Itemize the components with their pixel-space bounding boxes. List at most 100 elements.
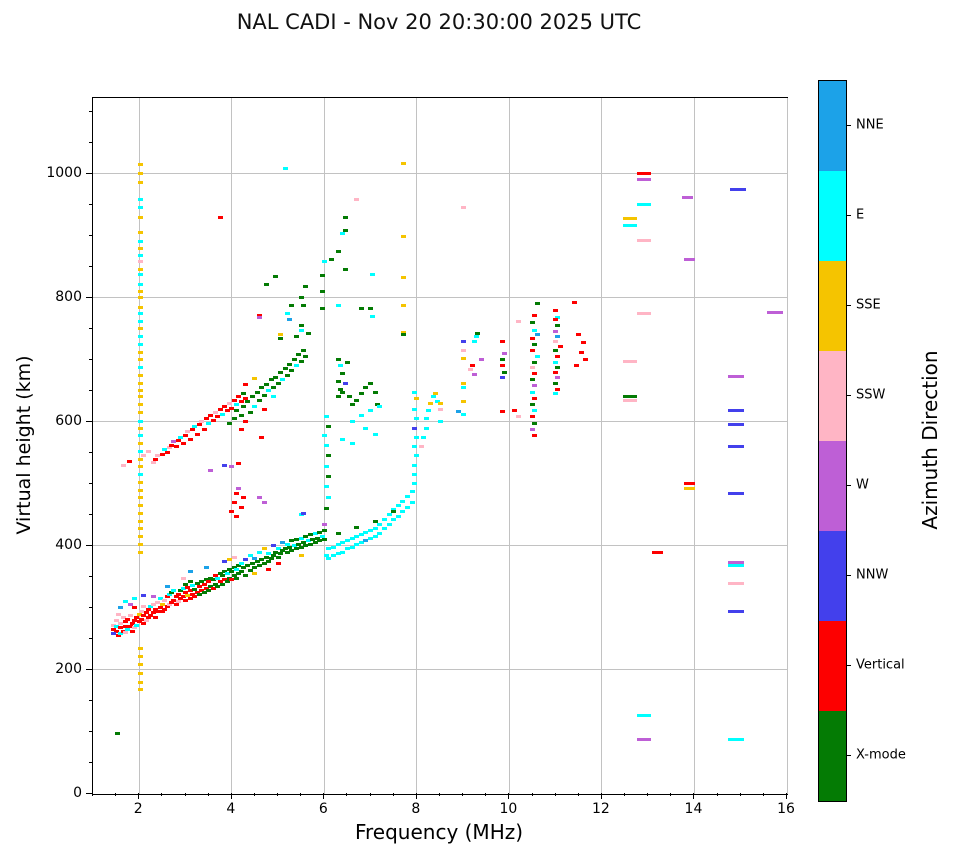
data-point: [291, 358, 297, 362]
data-point: [189, 427, 195, 431]
data-point: [238, 414, 244, 418]
data-point: [113, 629, 119, 633]
data-point: [178, 435, 184, 439]
x-major-tick: [693, 793, 695, 799]
data-point: [409, 489, 415, 493]
data-point: [296, 353, 302, 357]
x-minor-tick: [462, 793, 464, 796]
data-point: [684, 486, 696, 490]
data-point: [134, 623, 140, 627]
data-point: [138, 543, 144, 547]
data-point: [203, 417, 209, 421]
data-point: [194, 590, 200, 594]
data-point: [287, 363, 293, 367]
data-point: [176, 600, 182, 604]
data-point: [553, 339, 559, 343]
data-point: [372, 527, 378, 530]
data-point: [354, 543, 360, 547]
data-point: [187, 437, 193, 441]
data-point: [196, 592, 202, 596]
data-point: [222, 404, 228, 408]
data-point: [363, 530, 369, 534]
data-point: [354, 398, 360, 402]
data-point: [273, 375, 279, 379]
data-point: [401, 276, 407, 280]
data-point: [208, 584, 214, 588]
data-point: [173, 603, 179, 607]
data-point: [553, 370, 559, 374]
data-point: [414, 454, 420, 458]
data-point: [340, 390, 346, 394]
data-point: [532, 421, 538, 425]
data-point: [460, 339, 466, 343]
data-point: [252, 376, 258, 380]
y-tick-label: 400: [55, 536, 82, 553]
data-point: [328, 257, 334, 261]
x-minor-tick: [184, 793, 186, 796]
data-point: [553, 308, 559, 312]
data-point: [231, 500, 237, 504]
data-point: [127, 603, 133, 607]
colorbar-tick: [846, 575, 851, 576]
data-point: [247, 553, 253, 557]
data-point: [243, 396, 249, 400]
data-point: [138, 512, 144, 516]
data-point: [291, 544, 297, 548]
data-point: [226, 401, 232, 405]
data-point: [222, 578, 228, 582]
data-point: [259, 558, 265, 562]
data-point: [150, 595, 156, 599]
y-minor-tick: [89, 513, 92, 515]
data-point: [215, 576, 221, 580]
data-point: [530, 402, 536, 406]
data-point: [138, 473, 144, 477]
data-point: [277, 551, 283, 555]
data-point: [231, 417, 237, 421]
data-point: [164, 451, 170, 455]
data-point: [226, 558, 232, 562]
data-point: [576, 333, 582, 337]
y-minor-tick: [89, 141, 92, 143]
colorbar-category-label: NNW: [856, 567, 889, 583]
data-point: [236, 572, 242, 576]
data-point: [264, 383, 269, 387]
colorbar-category-label: SSE: [856, 297, 881, 313]
data-point: [122, 625, 128, 628]
data-point: [138, 290, 144, 294]
x-major-tick: [230, 793, 232, 799]
data-point: [534, 333, 540, 337]
data-point: [118, 626, 124, 630]
data-point: [414, 435, 420, 439]
data-point: [301, 541, 306, 545]
data-point: [294, 334, 300, 338]
data-point: [273, 550, 279, 554]
data-point: [418, 445, 424, 449]
data-point: [391, 510, 397, 514]
data-point: [437, 407, 443, 411]
data-point: [284, 550, 290, 554]
data-point: [310, 538, 316, 542]
data-point: [236, 487, 242, 491]
x-minor-tick: [531, 793, 533, 796]
data-point: [530, 390, 536, 394]
data-point: [294, 364, 300, 368]
data-point: [473, 334, 479, 338]
y-minor-tick: [89, 358, 92, 360]
data-point: [138, 464, 144, 468]
colorbar-category-label: W: [856, 477, 869, 493]
data-point: [125, 628, 131, 632]
data-point: [502, 370, 508, 374]
data-point: [194, 581, 200, 585]
x-minor-tick: [115, 793, 117, 796]
data-point: [146, 615, 152, 619]
data-point: [185, 585, 191, 589]
data-point: [354, 198, 360, 202]
data-point: [138, 442, 144, 446]
data-point: [138, 162, 144, 166]
colorbar-tick: [846, 395, 851, 396]
data-point: [583, 358, 589, 362]
data-point: [530, 321, 536, 325]
data-point: [210, 578, 216, 582]
data-point: [236, 462, 242, 466]
